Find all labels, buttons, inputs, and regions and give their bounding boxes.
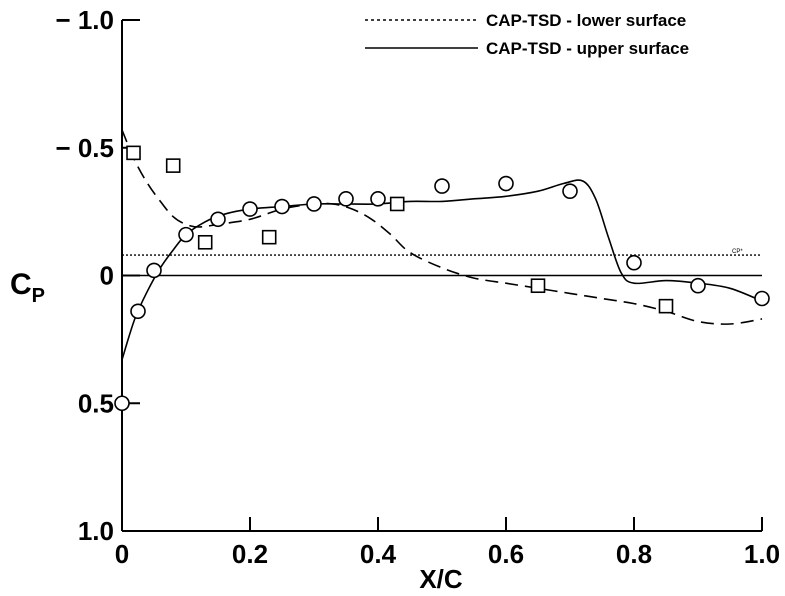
- experiment-square-point: [261, 229, 277, 245]
- experiment-circle-point: [754, 290, 770, 307]
- y-axis-title-main: C: [10, 268, 32, 301]
- experiment-square-point: [197, 234, 213, 250]
- reference-lines: CP*: [122, 249, 762, 277]
- experiment-circle-point: [242, 201, 258, 217]
- legend-label-lower-surface: CAP-TSD - lower surface: [486, 11, 686, 30]
- experiment-square-point: [658, 298, 674, 314]
- x-tick-label: 0: [115, 539, 129, 569]
- x-axis-title: X/C: [419, 564, 463, 594]
- x-tick-label: 0.2: [232, 539, 268, 569]
- experiment-circle-point: [562, 183, 578, 199]
- experiment-circle-point: [146, 262, 162, 279]
- y-axis-title: CP: [10, 268, 45, 307]
- experiment-circle-point: [690, 277, 706, 294]
- cp-star-label: CP*: [732, 249, 743, 255]
- y-tick-label: 0: [100, 261, 114, 291]
- experiment-circle-point: [434, 178, 450, 194]
- experiment-square-point: [530, 278, 546, 294]
- experiment-square-point: [126, 145, 141, 161]
- y-tick-label: 0.5: [78, 388, 114, 418]
- experiment-circle-point: [498, 175, 514, 192]
- x-ticks: 0 0.2 0.4 0.6 0.8 1.0: [115, 517, 780, 569]
- experiment-circle-point: [370, 191, 386, 207]
- experiment-circle-point: [338, 191, 354, 207]
- experiment-circle-point: [114, 395, 130, 412]
- experiment-circle-point: [626, 254, 642, 271]
- experiment-circle-point: [274, 198, 290, 215]
- experiment-square-point: [165, 158, 181, 173]
- x-tick-label: 0.8: [616, 539, 652, 569]
- curves: [121, 129, 763, 361]
- x-tick-label: 1.0: [744, 539, 780, 569]
- dashed-curve: [121, 129, 763, 325]
- y-tick-label: − 0.5: [55, 133, 114, 163]
- experiment-circle-point: [178, 226, 194, 243]
- experiment-circle-point: [130, 303, 146, 320]
- legend: CAP-TSD - lower surface CAP-TSD - upper …: [365, 11, 689, 58]
- experiment-circle-point: [210, 211, 226, 228]
- experiment-circle-point: [306, 196, 322, 212]
- y-axis-title-sub: P: [32, 285, 45, 307]
- y-tick-label: 1.0: [78, 516, 114, 546]
- x-tick-label: 0.4: [360, 539, 397, 569]
- legend-label-upper-surface: CAP-TSD - upper surface: [486, 39, 689, 58]
- x-tick-label: 0.6: [488, 539, 524, 569]
- y-ticks: − 1.0 − 0.5 0 0.5 1.0: [55, 5, 140, 546]
- y-tick-label: − 1.0: [55, 5, 114, 35]
- upper-surface-curve: [121, 179, 763, 361]
- experiment-square-point: [389, 196, 405, 212]
- markers: [114, 145, 770, 412]
